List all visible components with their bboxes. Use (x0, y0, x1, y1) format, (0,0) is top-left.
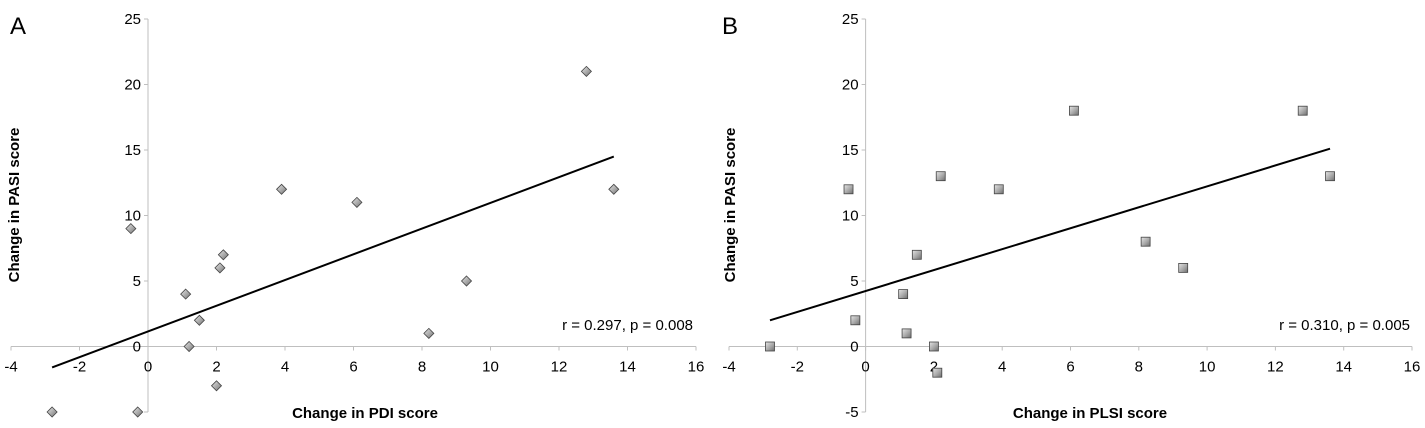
panel-a-x-tick-label: 14 (619, 359, 636, 376)
panel-b-y-tick-labels: -5 0 5 10 15 20 25 (842, 11, 859, 421)
panel-a-data-point (193, 314, 205, 326)
panel-b-x-tick-label: 10 (1199, 359, 1216, 376)
panel-b-y-tick-label: -5 (845, 404, 858, 421)
panel-b-x-tick-label: 0 (861, 359, 869, 376)
panel-a-y-tick-label: 10 (124, 208, 141, 225)
panel-b-data-point (1069, 105, 1079, 116)
panel-b-label: B (722, 13, 738, 40)
panel-b-y-tick-label: 25 (842, 11, 859, 28)
panel-a-data-point (210, 380, 223, 392)
panel-b-points (765, 105, 1335, 378)
panel-b-y-axis-label: Change in PASI score (722, 128, 739, 283)
panel-a-data-point (580, 65, 592, 77)
panel-a-x-tick-label: 10 (482, 359, 499, 376)
panel-b-data-point (901, 328, 912, 339)
panel-a-data-point (351, 196, 363, 208)
panel-a-y-tick-label: 0 (133, 339, 141, 356)
panel-a-x-tick-label: 0 (144, 359, 152, 376)
panel-a-x-tick-label: 2 (212, 359, 220, 376)
panel-b-y-tick-label: 10 (842, 208, 859, 225)
panel-b-data-point (850, 315, 861, 326)
panel-a-data-point (217, 249, 229, 261)
panel-a-x-tick-label: 16 (688, 359, 705, 376)
panel-b-x-tick-label: 12 (1267, 359, 1284, 376)
panel-b: B -4 -2 0 2 4 6 8 10 12 14 16 -5 0 5 10 15 20 25 Change … (722, 11, 1420, 422)
panel-b-data-point (1297, 105, 1308, 116)
panel-b-data-point (993, 184, 1004, 195)
panel-b-data-point (1178, 262, 1189, 273)
panel-b-trendline (769, 147, 1331, 322)
panel-b-data-point (843, 184, 854, 195)
panel-a-y-tick-label: 20 (124, 77, 141, 94)
panel-b-x-tick-label: -2 (791, 359, 804, 376)
panel-a-data-point (423, 327, 435, 339)
panel-b-x-tick-labels: -4 -2 0 2 4 6 8 10 12 14 16 (722, 359, 1420, 376)
panel-a-y-tick-label: 15 (124, 142, 141, 159)
panel-a-data-point (608, 183, 620, 195)
panel-a-x-tick-label: 6 (349, 359, 357, 376)
panel-a-x-tick-label: -2 (73, 359, 86, 376)
panel-b-data-point (932, 367, 943, 378)
panel-b-data-point (898, 289, 909, 300)
panel-b-data-point (929, 341, 939, 352)
panel-a-x-tick-label: 4 (281, 359, 289, 376)
panel-b-data-point (911, 249, 922, 260)
panel-b-data-point (1325, 171, 1335, 182)
panel-a-x-axis-line (10, 346, 697, 351)
panel-b-x-tick-label: 8 (1135, 359, 1143, 376)
panel-b-y-tick-label: 0 (850, 339, 858, 356)
panel-b-x-tick-label: 6 (1066, 359, 1074, 376)
panel-a-label: A (10, 13, 26, 40)
panel-a-y-tick-label: 25 (124, 11, 141, 28)
panel-a-x-tick-labels: -4 -2 0 2 4 6 8 10 12 14 16 (4, 359, 704, 376)
panel-b-annotation: r = 0.310, p = 0.005 (1279, 317, 1410, 334)
panel-a-data-point (125, 223, 137, 235)
panel-b-x-tick-label: 14 (1335, 359, 1352, 376)
panel-a-y-axis-label: Change in PASI score (6, 128, 23, 283)
panel-a-x-tick-label: 8 (418, 359, 426, 376)
panel-b-x-tick-label: 4 (998, 359, 1006, 376)
panel-a-y-axis-line (144, 18, 149, 413)
panel-b-x-tick-label: 2 (930, 359, 938, 376)
panel-a-data-point (183, 340, 195, 353)
panel-b-y-tick-label: 15 (842, 142, 859, 159)
panel-a-y-tick-labels: 0 5 10 15 20 25 (124, 11, 141, 356)
panel-b-data-point (765, 341, 775, 352)
panel-b-y-tick-label: 5 (850, 273, 858, 290)
panel-a: A -4 -2 0 2 4 6 8 10 12 14 16 0 5 10 15 20 25 Change in… (4, 11, 704, 422)
panel-a-data-point (46, 406, 58, 418)
panel-b-x-axis-line (728, 346, 1413, 351)
panel-a-trendline (51, 155, 615, 369)
panel-b-data-point (1140, 236, 1151, 247)
panel-a-y-tick-label: 5 (133, 273, 141, 290)
panel-a-data-point (276, 183, 288, 195)
panel-b-y-tick-label: 20 (842, 77, 859, 94)
panel-b-y-axis-line (861, 18, 867, 413)
panel-b-x-tick-label: 16 (1404, 359, 1421, 376)
panel-a-x-tick-label: -4 (4, 359, 17, 376)
panel-a-annotation: r = 0.297, p = 0.008 (562, 317, 693, 334)
panel-b-x-tick-label: -4 (722, 359, 735, 376)
panel-a-points (46, 65, 620, 418)
panel-a-data-point (132, 406, 144, 418)
panel-b-data-point (935, 171, 946, 182)
panel-a-x-axis-label: Change in PDI score (292, 405, 438, 422)
panel-a-data-point (180, 288, 192, 300)
panel-a-x-tick-label: 12 (551, 359, 568, 376)
panel-a-data-point (214, 262, 226, 274)
panel-a-data-point (460, 275, 473, 287)
panel-b-x-axis-label: Change in PLSI score (1013, 405, 1167, 422)
